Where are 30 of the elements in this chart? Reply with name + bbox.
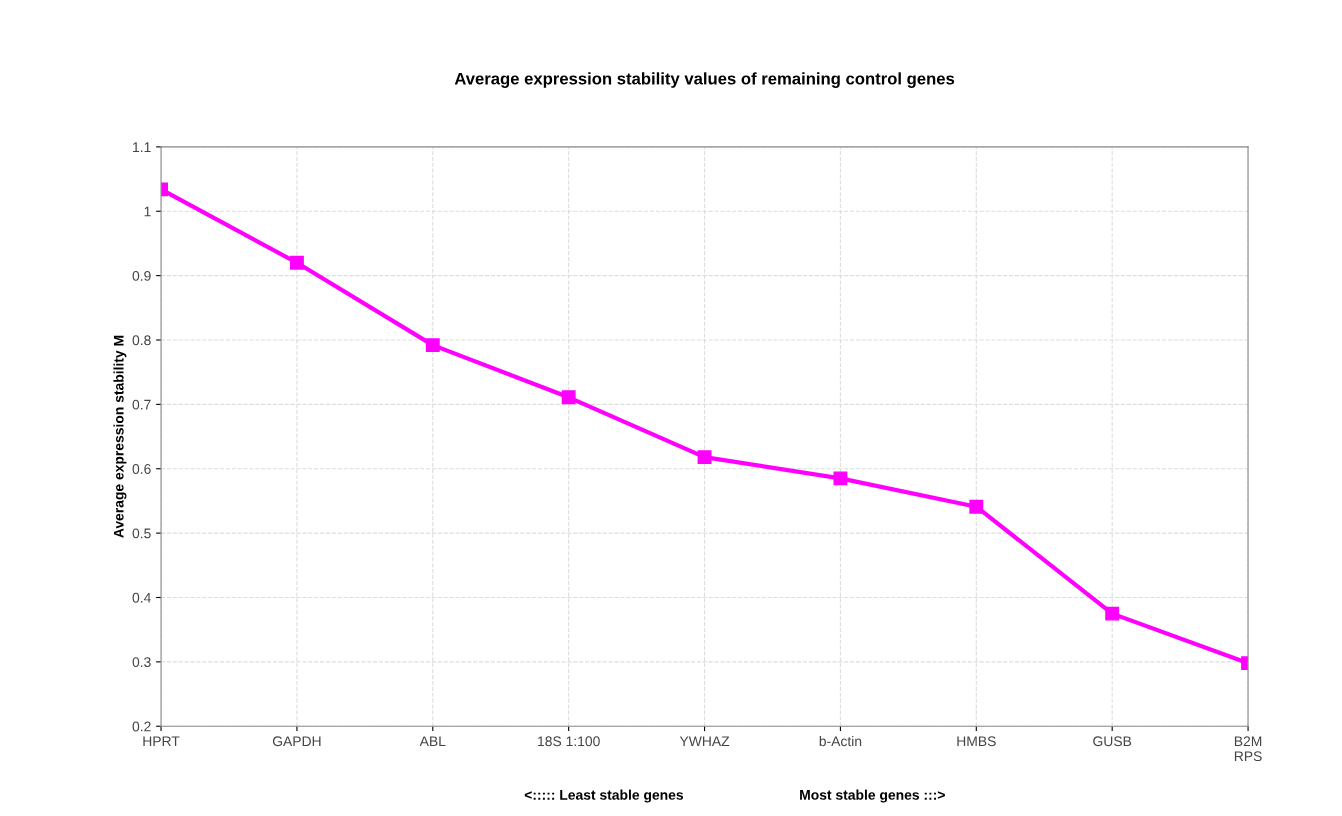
x-tick-label: ABL [419,736,446,747]
point [697,450,712,465]
x-tick-label: GUSB [1093,736,1132,747]
y-axis-title: Average expression stability M [113,335,127,538]
point [425,338,440,353]
y-tick-label: 0.6 [132,464,151,474]
x-tick-label: HMBS [957,736,996,747]
y-tick-label: 0.9 [132,270,151,281]
point [833,471,848,486]
text: Most stable genes :::> [800,789,945,803]
y-tick-label: 0.2 [132,721,151,732]
x-tick-label: HPRT [143,736,180,747]
y-tick-label: 0.7 [132,399,151,410]
x-tick-label: GAPDH [272,736,321,747]
y-tick-label: 1 [144,206,151,217]
y-tick-label: 0.3 [132,657,151,668]
y-tick-label: 0.8 [132,335,151,346]
y-tick-label: 1.1 [133,142,151,152]
chart-title: Average expression stability values of remaining control genes [454,72,955,88]
x-tick-label: YWHAZ [679,736,730,747]
y-tick-label: 0.5 [132,528,151,539]
y-tick-label: 0.4 [132,592,151,603]
point [1105,606,1120,621]
point [561,390,576,405]
x-tick-label: 18S 1:100 [538,736,600,747]
point [289,255,304,270]
point [969,499,984,514]
text: <::::: Least stable genes [524,789,684,803]
x-tick-label: B2M RPS [1234,736,1262,762]
x-tick-label: b-Actin [819,735,862,747]
